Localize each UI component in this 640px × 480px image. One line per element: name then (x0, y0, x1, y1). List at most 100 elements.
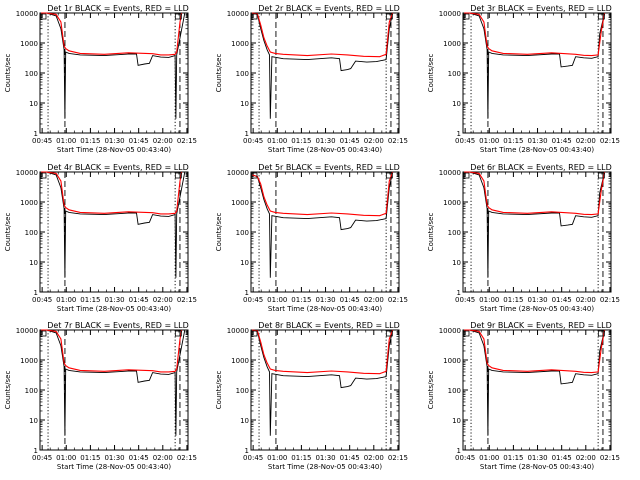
series-events-line (251, 12, 394, 119)
x-tick-label: 01:30 (527, 454, 547, 462)
y-tick-label: 10 (452, 259, 461, 267)
x-tick-label: 00:45 (243, 454, 263, 462)
x-tick-label: 02:15 (600, 296, 620, 304)
y-axis-label: Counts/sec (4, 371, 12, 410)
plot-frame (250, 171, 400, 293)
x-tick-label: 01:00 (267, 454, 287, 462)
plot-frame (250, 329, 400, 451)
panel-6: Det 6r BLACK = Events, RED = LLD 1 10 100 10… (427, 163, 620, 313)
corner-marker (174, 13, 182, 20)
y-tick-label: 1000 (231, 199, 249, 207)
y-tick-label: 1000 (231, 357, 249, 365)
x-tick-label: 02:00 (576, 454, 596, 462)
x-tick-label: 01:00 (267, 296, 287, 304)
y-tick-label: 1 (457, 447, 461, 455)
x-axis-label: Start Time (28-Nov-05 00:43:40) (268, 463, 382, 471)
x-axis-label: Start Time (28-Nov-05 00:43:40) (57, 305, 171, 313)
panel-title: Det 4r BLACK = Events, RED = LLD (47, 163, 189, 172)
corner-marker (251, 13, 258, 20)
y-axis-label: Counts/sec (4, 54, 12, 93)
x-tick-label: 01:15 (80, 137, 100, 145)
x-tick-label: 02:15 (388, 296, 408, 304)
x-tick-label: 02:15 (177, 454, 197, 462)
y-axis-label: Counts/sec (4, 213, 12, 252)
series-lld-line (41, 12, 183, 56)
x-tick-label: 00:45 (32, 296, 52, 304)
y-tick-label: 10000 (439, 169, 461, 177)
series-events-line (464, 12, 606, 119)
x-tick-label: 00:45 (243, 296, 263, 304)
x-tick-label: 01:00 (56, 454, 76, 462)
x-tick-label: 01:15 (291, 137, 311, 145)
series-lld-line (251, 171, 394, 217)
panel-title: Det 6r BLACK = Events, RED = LLD (470, 163, 612, 172)
x-tick-label: 01:30 (315, 296, 335, 304)
corner-marker (174, 172, 182, 179)
corner-marker (463, 13, 470, 20)
x-tick-label: 01:15 (291, 454, 311, 462)
y-tick-label: 10000 (227, 10, 249, 18)
panel-2: Det 2r BLACK = Events, RED = LLD 1 10 100 10… (215, 4, 408, 154)
y-tick-label: 10 (29, 417, 38, 425)
series-lld-line (464, 329, 606, 374)
x-tick-label: 02:15 (600, 454, 620, 462)
y-tick-label: 10000 (16, 327, 38, 335)
y-tick-label: 1000 (443, 40, 461, 48)
x-tick-label: 01:15 (503, 296, 523, 304)
series-events-line (41, 171, 186, 278)
y-tick-label: 10 (452, 100, 461, 108)
x-tick-label: 02:15 (177, 137, 197, 145)
panel-title: Det 9r BLACK = Events, RED = LLD (470, 321, 612, 330)
x-tick-label: 01:00 (479, 454, 499, 462)
x-tick-label: 00:45 (32, 454, 52, 462)
y-tick-label: 1000 (231, 40, 249, 48)
x-tick-label: 01:15 (503, 454, 523, 462)
y-axis-label: Counts/sec (427, 213, 435, 252)
x-axis-label: Start Time (28-Nov-05 00:43:40) (480, 463, 594, 471)
panel-5: Det 5r BLACK = Events, RED = LLD 1 10 100 10… (215, 163, 408, 313)
x-tick-label: 01:45 (129, 296, 149, 304)
x-tick-label: 02:00 (153, 296, 173, 304)
y-tick-label: 1 (457, 289, 461, 297)
y-tick-label: 10000 (16, 10, 38, 18)
series-events-line (464, 329, 606, 436)
y-axis-label: Counts/sec (215, 371, 223, 410)
plot-frame (250, 12, 400, 134)
panel-8: Det 8r BLACK = Events, RED = LLD 1 10 100 10… (215, 321, 408, 471)
series-lld-line (252, 12, 394, 58)
panel-title: Det 8r BLACK = Events, RED = LLD (258, 321, 400, 330)
x-tick-label: 01:30 (104, 296, 124, 304)
corner-marker (597, 330, 605, 337)
corner-marker (174, 330, 182, 337)
y-tick-label: 1 (245, 447, 249, 455)
y-tick-label: 1000 (20, 40, 38, 48)
corner-marker (385, 13, 393, 20)
y-tick-label: 1 (34, 447, 38, 455)
series-lld-line (464, 171, 606, 216)
x-tick-label: 00:45 (32, 137, 52, 145)
y-tick-label: 100 (236, 387, 249, 395)
x-axis-label: Start Time (28-Nov-05 00:43:40) (268, 146, 382, 154)
x-tick-label: 01:45 (552, 137, 572, 145)
x-tick-label: 01:45 (340, 454, 360, 462)
corner-marker (463, 172, 470, 179)
y-tick-label: 10 (240, 100, 249, 108)
corner-marker (385, 172, 393, 179)
x-tick-label: 02:00 (364, 296, 384, 304)
x-tick-label: 01:45 (340, 137, 360, 145)
y-tick-label: 1 (245, 130, 249, 138)
y-tick-label: 1 (34, 130, 38, 138)
panel-title: Det 2r BLACK = Events, RED = LLD (258, 4, 400, 13)
x-axis-label: Start Time (28-Nov-05 00:43:40) (268, 305, 382, 313)
corner-marker (597, 172, 605, 179)
series-lld-line (41, 329, 183, 373)
x-tick-label: 01:00 (267, 137, 287, 145)
y-tick-label: 10 (240, 259, 249, 267)
x-axis-label: Start Time (28-Nov-05 00:43:40) (480, 146, 594, 154)
series-lld-line (41, 171, 183, 215)
y-tick-label: 1000 (443, 357, 461, 365)
y-tick-label: 1 (457, 130, 461, 138)
y-tick-label: 100 (25, 70, 38, 78)
corner-marker (40, 172, 47, 179)
